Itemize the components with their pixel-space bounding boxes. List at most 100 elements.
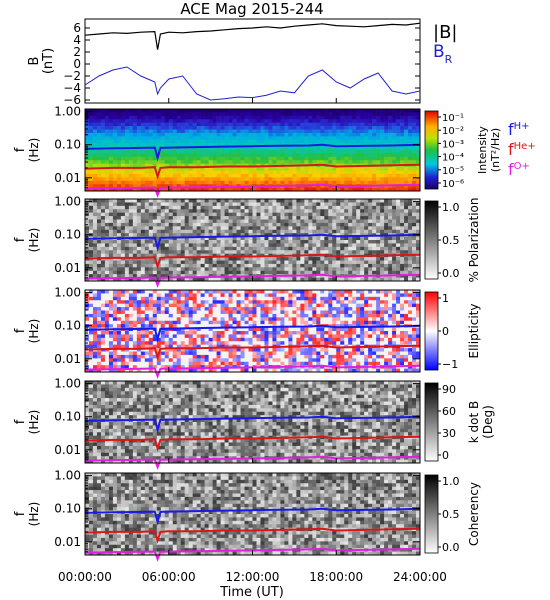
y-tick-label: 0.10 — [54, 319, 81, 333]
y-axis-label: B — [27, 57, 42, 66]
f-o-line — [84, 364, 421, 379]
f-he-line — [84, 344, 421, 361]
spectrogram — [85, 381, 421, 464]
y-tick-label: 0.10 — [54, 228, 81, 242]
f-o-line — [84, 547, 421, 562]
colorbar-tick-label: 10⁻⁴ — [442, 153, 464, 164]
colorbar-tick-label: 10⁻¹ — [442, 113, 464, 124]
f-o-line — [84, 273, 421, 288]
y-axis-label: f — [13, 419, 28, 424]
panel-polarization: 1.00 0.10 0.01 f (Hz) 1.0 0.5 0.0 % Polarization — [13, 195, 481, 288]
x-tick-label: 18:00:00 — [309, 570, 363, 584]
f-h-line — [84, 507, 421, 526]
f-he-line — [84, 435, 421, 452]
legend-f-o: fO+ — [508, 160, 530, 179]
colorbar-label: k dot B — [467, 401, 481, 443]
colorbar-tick-label: 1.0 — [442, 201, 460, 214]
f-he-line — [84, 163, 421, 180]
plot-frame — [84, 18, 421, 104]
y-axis-label-unit: (Hz) — [27, 410, 41, 435]
y-tick-label: 0 — [73, 57, 81, 71]
x-tick-label: 06:00:00 — [142, 570, 196, 584]
colorbar-tick-label: 30 — [442, 427, 456, 440]
f-h-line — [84, 415, 421, 434]
panel-coherency: 1.00 0.10 0.01 f (Hz) 1.0 0.5 0.0 Coherency — [13, 469, 481, 562]
colorbar-label-unit: (Deg) — [481, 405, 495, 439]
y-axis-label-unit: (nT) — [41, 48, 56, 74]
x-axis-label: Time (UT) — [219, 585, 284, 600]
y-tick-label: 0.10 — [54, 502, 81, 516]
panel-k-dot-b: 1.00 0.10 0.01 f (Hz) 90 60 30 0 k dot B (Deg) — [13, 377, 495, 470]
legend-b-total: |B| — [433, 22, 457, 43]
colorbar-tick-label: 10⁻³ — [442, 139, 464, 150]
y-axis-label-unit: (Hz) — [27, 502, 41, 527]
colorbar — [424, 474, 439, 554]
y-tick-label: 1.00 — [54, 377, 81, 391]
y-tick-label: 0.01 — [54, 443, 81, 457]
y-tick-label: −4 — [63, 81, 81, 95]
colorbar-label: Ellipticity — [467, 304, 481, 359]
colorbar-tick-label: 10⁻⁵ — [442, 166, 464, 177]
colorbar-tick-label: −1 — [442, 358, 458, 371]
y-tick-label: 0.01 — [54, 535, 81, 549]
colorbar-tick-label: 10⁻⁶ — [442, 179, 464, 190]
x-tick-label: 24:00:00 — [393, 570, 447, 584]
y-axis-label-unit: (Hz) — [27, 138, 41, 163]
colorbar-tick-label: 10⁻² — [442, 126, 464, 137]
spectrogram — [85, 109, 421, 192]
y-tick-label: 0.01 — [54, 171, 81, 185]
colorbar-tick-label: 0.0 — [442, 267, 460, 280]
colorbar-label: Coherency — [467, 482, 481, 546]
f-he-line — [84, 527, 421, 544]
colorbar — [424, 110, 439, 190]
colorbar-tick-label: 0 — [442, 449, 449, 462]
colorbar-tick-label: 1.0 — [442, 475, 460, 488]
y-axis-label: f — [13, 511, 28, 516]
colorbar-tick-label: 0.5 — [442, 234, 460, 247]
colorbar-tick-label: 0.0 — [442, 541, 460, 554]
legend-b-r: BR — [433, 42, 453, 66]
spectrogram — [85, 473, 421, 556]
y-axis-label: f — [13, 328, 28, 333]
y-tick-label: 1.00 — [54, 195, 81, 209]
b-r-line — [84, 66, 421, 101]
colorbar-tick-label: 90 — [442, 383, 456, 396]
x-axis: 00:00:00 06:00:00 12:00:00 18:00:00 24:00:00 — [58, 570, 447, 584]
x-tick-label: 12:00:00 — [226, 570, 280, 584]
f-h-line — [84, 324, 421, 343]
y-tick-label: −2 — [63, 69, 81, 83]
spectrogram — [85, 290, 421, 373]
y-tick-label: 0.01 — [54, 261, 81, 275]
y-tick-label: 1.00 — [54, 286, 81, 300]
y-axis-label: f — [13, 147, 28, 152]
y-tick-label: 1.00 — [54, 105, 81, 119]
y-tick-label: 6 — [73, 21, 81, 35]
f-h-line — [84, 143, 421, 162]
y-tick-label: 4 — [73, 33, 81, 47]
y-axis-label-unit: (Hz) — [27, 228, 41, 253]
figure-title: ACE Mag 2015-244 — [180, 0, 323, 18]
y-tick-label: 0.10 — [54, 410, 81, 424]
f-o-line — [84, 183, 421, 198]
panel-ellipticity: 1.00 0.10 0.01 f (Hz) 1 0 −1 Ellipticity — [13, 286, 481, 379]
colorbar-label: % Polarization — [467, 198, 481, 283]
f-he-line — [84, 253, 421, 270]
colorbar-tick-label: 0.5 — [442, 508, 460, 521]
y-tick-label: 0.10 — [54, 138, 81, 152]
legend-f-h: fH+ — [508, 120, 530, 139]
y-tick-label: 2 — [73, 45, 81, 59]
spectral-panels: 1.000.100.01f (Hz)10⁻¹10⁻²10⁻³10⁻⁴10⁻⁵10⁻… — [13, 105, 536, 562]
colorbar-tick-label: 60 — [442, 405, 456, 418]
legend-f-he: fHe+ — [508, 140, 536, 159]
spectrogram — [85, 199, 421, 282]
b-total-line — [84, 22, 421, 50]
colorbar-label: Intensity — [476, 126, 489, 174]
f-h-line — [84, 233, 421, 252]
f-o-line — [84, 455, 421, 470]
x-tick-label: 00:00:00 — [58, 570, 112, 584]
colorbar — [424, 382, 439, 462]
colorbar-tick-label: 1 — [442, 292, 449, 305]
y-axis-label-unit: (Hz) — [27, 319, 41, 344]
